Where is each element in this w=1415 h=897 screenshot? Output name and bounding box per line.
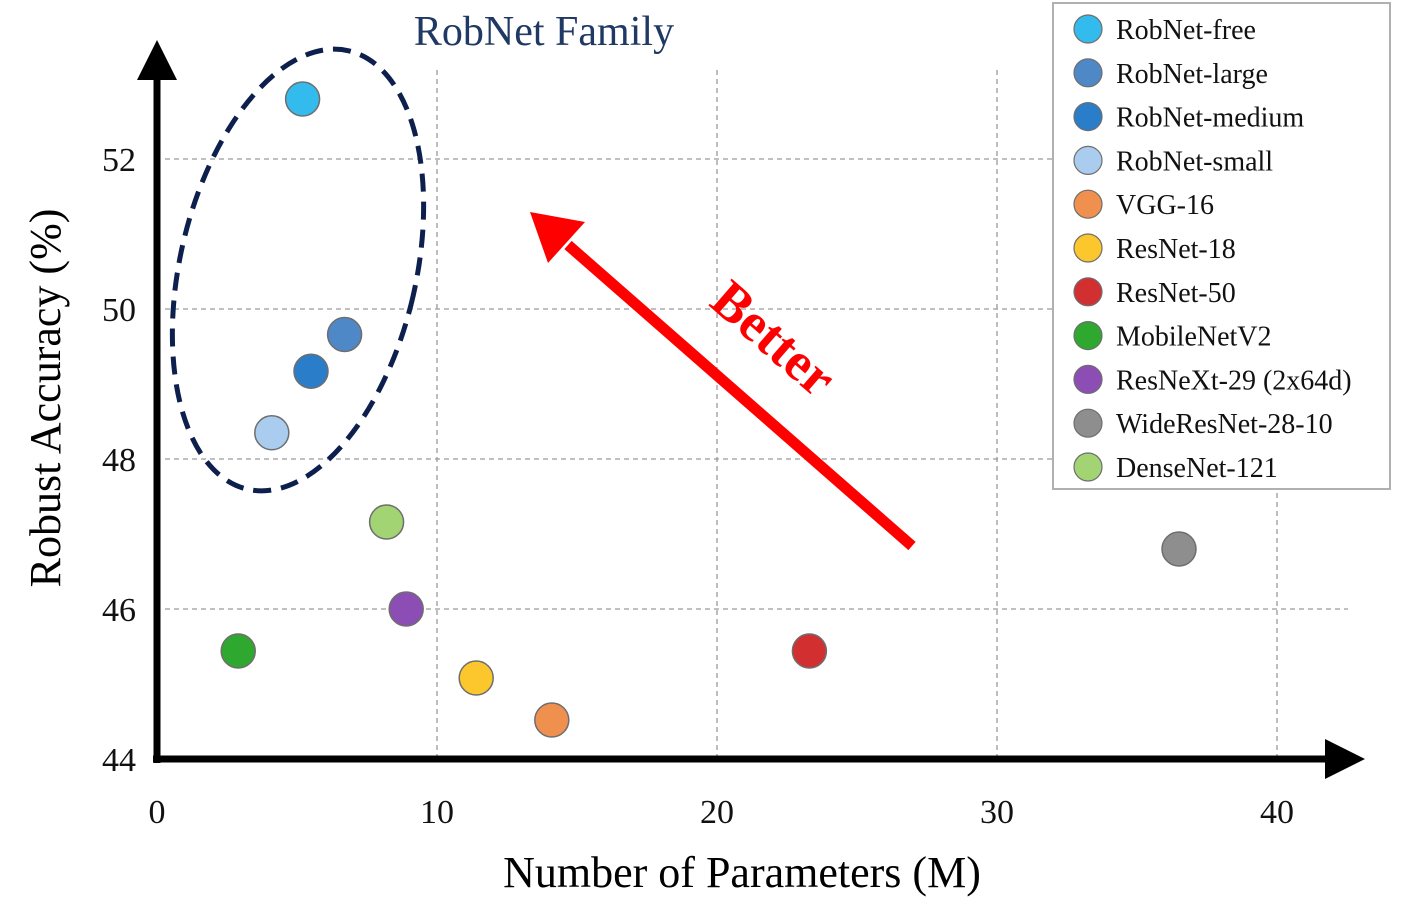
- point-resnet-50: [791, 633, 828, 669]
- y-tick-label: 52: [102, 142, 136, 179]
- tick-labels: 44 46 48 50 52 0 10 20 30 40: [102, 142, 1294, 831]
- point-robnet-free: [284, 81, 321, 117]
- legend-label-mobilenetv2: MobileNetV2: [1116, 322, 1272, 353]
- point-mobilenetv2: [220, 633, 256, 669]
- legend-label-vgg-16: VGG-16: [1116, 190, 1214, 221]
- legend-label-resnet-50: ResNet-50: [1116, 278, 1236, 309]
- better-annotation: Better: [530, 212, 916, 551]
- legend-label-robnet-medium: RobNet-medium: [1116, 103, 1304, 134]
- x-axis-title: Number of Parameters (M): [503, 848, 981, 897]
- x-tick-label: 20: [700, 794, 734, 831]
- point-robnet-large: [326, 316, 363, 353]
- robnet-family-ellipse: [169, 46, 427, 494]
- y-tick-label: 50: [102, 292, 136, 329]
- better-arrow-head: [530, 212, 585, 263]
- point-robnet-medium: [293, 353, 329, 389]
- better-label: Better: [700, 269, 848, 409]
- point-resnext-29-2x64d: [388, 591, 424, 627]
- x-tick-label: 40: [1260, 794, 1294, 831]
- legend-box: [1052, 2, 1391, 490]
- robnet-family-annotation: RobNet Family: [169, 9, 674, 494]
- point-resnet-18: [458, 660, 494, 696]
- legend-marker-resnet-18: [1073, 233, 1103, 263]
- legend: RobNet-free RobNet-large RobNet-medium RobN…: [1052, 2, 1391, 490]
- legend-marker-robnet-large: [1073, 58, 1103, 88]
- legend-label-robnet-free: RobNet-free: [1116, 15, 1256, 46]
- legend-marker-robnet-medium: [1073, 101, 1103, 132]
- legend-label-robnet-large: RobNet-large: [1116, 59, 1268, 90]
- legend-marker-mobilenetv2: [1073, 321, 1103, 351]
- x-tick-label: 10: [420, 794, 454, 831]
- y-tick-label: 48: [102, 442, 136, 479]
- y-axis-arrowhead: [137, 40, 177, 80]
- y-tick-label: 46: [102, 592, 136, 629]
- legend-label-resnext-29-2x64d: ResNeXt-29 (2x64d): [1116, 365, 1352, 396]
- point-densenet-121: [368, 504, 405, 540]
- y-axis-title: Robust Accuracy (%): [21, 209, 70, 588]
- axes: [137, 40, 1365, 779]
- legend-label-resnet-18: ResNet-18: [1116, 234, 1236, 265]
- legend-marker-wideresnet-28-10: [1073, 408, 1103, 438]
- robnet-family-label: RobNet Family: [414, 9, 674, 55]
- legend-label-wideresnet-28-10: WideResNet-28-10: [1116, 409, 1333, 440]
- data-points: [220, 81, 1197, 738]
- legend-marker-vgg-16: [1073, 189, 1103, 219]
- legend-label-densenet-121: DenseNet-121: [1116, 453, 1278, 484]
- y-tick-label: 44: [102, 742, 136, 779]
- x-axis-arrowhead: [1325, 739, 1365, 779]
- better-arrow-shaft: [564, 240, 916, 551]
- legend-marker-resnet-50: [1073, 277, 1103, 307]
- point-wideresnet-28-10: [1161, 531, 1197, 567]
- x-tick-label: 30: [980, 794, 1014, 831]
- legend-marker-resnext-29-2x64d: [1073, 364, 1103, 394]
- point-vgg-16: [534, 702, 570, 738]
- legend-marker-densenet-121: [1073, 452, 1103, 482]
- legend-label-robnet-small: RobNet-small: [1116, 146, 1273, 177]
- point-robnet-small: [254, 415, 290, 451]
- legend-marker-robnet-small: [1073, 145, 1103, 175]
- legend-marker-robnet-free: [1073, 14, 1103, 44]
- x-tick-label: 0: [149, 794, 166, 831]
